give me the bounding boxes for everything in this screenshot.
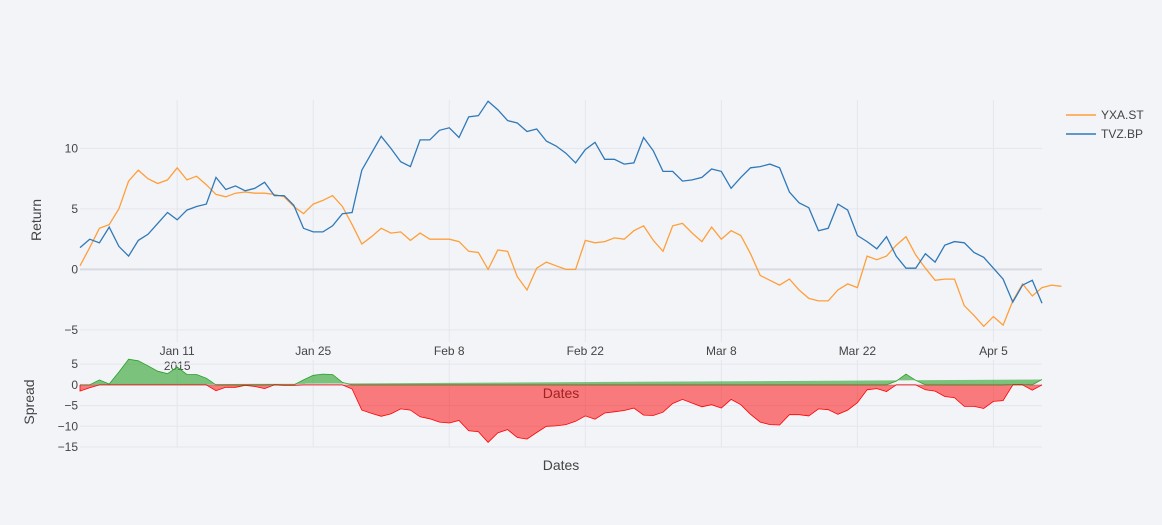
dates-axis-title: Dates xyxy=(543,457,580,473)
date-x-ticks: Jan 11 Jan 25 Feb 8 Feb 22 Mar 8 Mar 22 Apr 52… xyxy=(160,344,1008,373)
legend: YXA.ST TVZ.BP xyxy=(1066,108,1144,141)
spread-y-tick-label: 5 xyxy=(71,357,78,371)
x-tick-label: Mar 22 xyxy=(839,344,877,358)
return-axis-title: Return xyxy=(28,199,44,241)
return-gridlines xyxy=(80,100,1042,342)
spread-y-tick-label: −15 xyxy=(58,440,79,454)
spread-y-tick-label: 0 xyxy=(71,378,78,392)
spread-negative-area xyxy=(79,384,1043,443)
return-y-tick-label: 10 xyxy=(65,141,79,155)
return-series xyxy=(79,100,1062,328)
x-tick-label: Jan 11 xyxy=(160,344,195,358)
x-tick-label: Jan 25 xyxy=(295,344,331,358)
legend-label: YXA.ST xyxy=(1101,108,1144,122)
series-line-yxa-st xyxy=(79,166,1062,328)
x-tick-label: Apr 5 xyxy=(979,344,1008,358)
series-line-tvz-bp xyxy=(79,100,1043,304)
legend-label: TVZ.BP xyxy=(1101,127,1143,141)
spread-area xyxy=(79,358,1043,443)
x-tick-label: Feb 22 xyxy=(567,344,605,358)
spread-y-tick-label: −5 xyxy=(64,399,78,413)
x-tick-label: Feb 8 xyxy=(434,344,465,358)
spread-y-ticks: 5 0 −5 −10 −15 xyxy=(58,357,79,454)
return-y-tick-label: −5 xyxy=(64,323,78,337)
spread-positive-area xyxy=(80,358,1043,386)
x-tick-label: Mar 8 xyxy=(706,344,737,358)
spread-y-tick-label: −10 xyxy=(58,419,79,433)
spread-axis-title: Spread xyxy=(21,379,37,424)
return-y-tick-label: 0 xyxy=(71,262,78,276)
return-y-ticks: 10 5 0 −5 xyxy=(64,141,78,337)
return-y-tick-label: 5 xyxy=(71,202,78,216)
